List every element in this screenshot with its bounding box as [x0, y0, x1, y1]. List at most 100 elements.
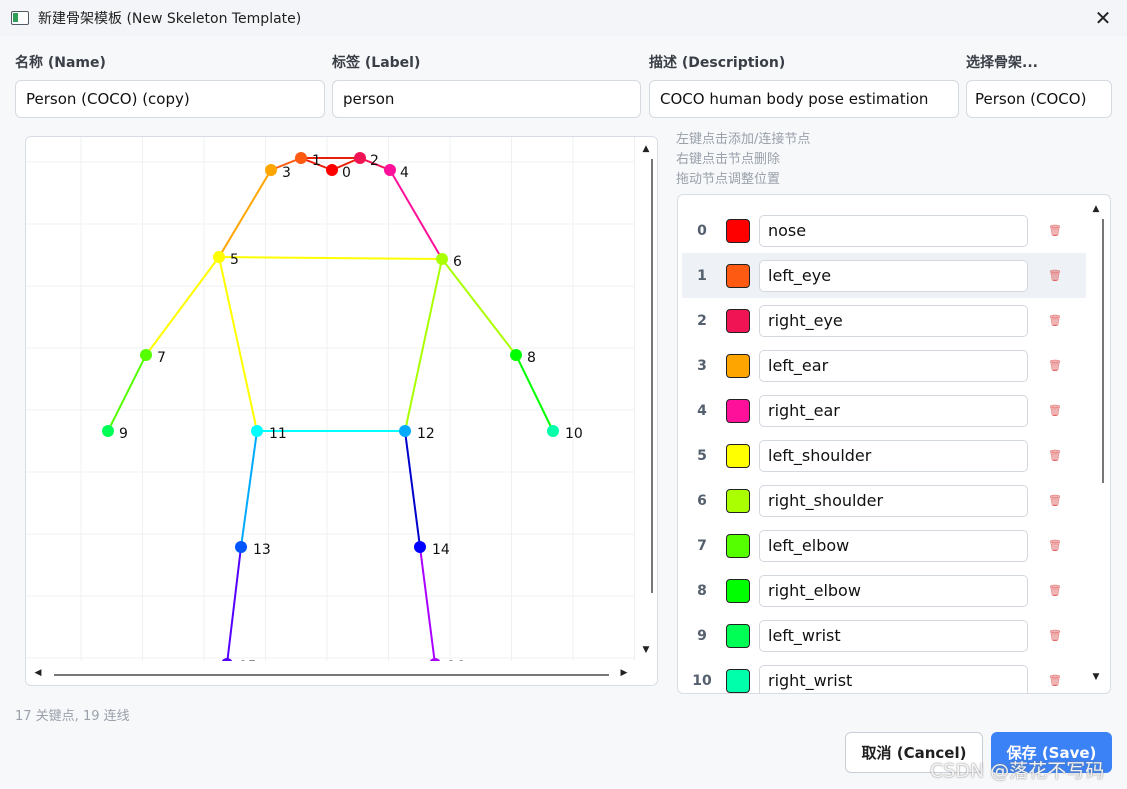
keypoint-row[interactable]: 1 left_eye 🗑: [682, 253, 1086, 298]
delete-icon[interactable]: 🗑: [1048, 584, 1062, 597]
skeleton-edge[interactable]: [441, 258, 517, 356]
skeleton-node[interactable]: [354, 152, 366, 164]
skeleton-node[interactable]: [295, 152, 307, 164]
scroll-up-icon[interactable]: ▲: [1092, 204, 1100, 214]
keypoint-index: 4: [697, 402, 707, 419]
delete-icon[interactable]: 🗑: [1048, 629, 1062, 642]
save-button[interactable]: 保存 (Save): [991, 732, 1112, 773]
skeleton-node[interactable]: [265, 164, 277, 176]
keypoint-row[interactable]: 4 right_ear 🗑: [682, 388, 1086, 433]
delete-icon[interactable]: 🗑: [1048, 359, 1062, 372]
keypoint-list: 0 nose 🗑 1 left_eye 🗑 2 right_eye 🗑 3 left_ear 🗑 4 ri…: [677, 194, 1111, 694]
skeleton-edge[interactable]: [404, 430, 421, 548]
name-field[interactable]: Person (COCO) (copy): [15, 80, 325, 118]
skeleton-node[interactable]: [213, 251, 225, 263]
skeleton-node[interactable]: [414, 541, 426, 553]
skeleton-node[interactable]: [436, 253, 448, 265]
skeleton-node[interactable]: [235, 541, 247, 553]
skeleton-select-label: 选择骨架...: [966, 55, 1038, 71]
keypoint-color-swatch[interactable]: [726, 443, 750, 468]
skeleton-edge[interactable]: [240, 430, 258, 548]
skeleton-edge[interactable]: [419, 546, 436, 663]
keypoint-color-swatch[interactable]: [726, 308, 750, 333]
keypoint-color-swatch[interactable]: [726, 263, 750, 288]
skeleton-edge[interactable]: [218, 169, 272, 258]
keypoint-row[interactable]: 3 left_ear 🗑: [682, 343, 1086, 388]
skeleton-edge[interactable]: [226, 546, 242, 663]
canvas-vertical-scrollbar[interactable]: ▲ ▼: [635, 137, 657, 661]
keypoint-row[interactable]: 5 left_shoulder 🗑: [682, 433, 1086, 478]
keypoint-list-scroll-track[interactable]: [1101, 219, 1104, 483]
keypoint-list-scrollbar[interactable]: ▲ ▼: [1086, 195, 1110, 693]
keypoint-name-input[interactable]: right_shoulder: [759, 484, 1028, 517]
canvas-hscroll-track[interactable]: [54, 673, 609, 676]
description-label: 描述 (Description): [649, 55, 786, 71]
scroll-left-icon[interactable]: ◀: [34, 668, 42, 678]
delete-icon[interactable]: 🗑: [1048, 449, 1062, 462]
skeleton-edge[interactable]: [389, 169, 443, 260]
delete-icon[interactable]: 🗑: [1048, 674, 1062, 687]
skeleton-edge[interactable]: [107, 354, 147, 432]
keypoint-color-swatch[interactable]: [726, 533, 750, 558]
description-field[interactable]: COCO human body pose estimation: [649, 80, 959, 118]
skeleton-edge[interactable]: [218, 256, 443, 260]
keypoint-color-swatch[interactable]: [726, 488, 750, 513]
keypoint-name-input[interactable]: right_ear: [759, 394, 1028, 427]
keypoint-name-input[interactable]: nose: [759, 214, 1028, 247]
keypoint-name-input[interactable]: left_eye: [759, 259, 1028, 292]
keypoint-row[interactable]: 8 right_elbow 🗑: [682, 568, 1086, 613]
scroll-up-icon[interactable]: ▲: [642, 144, 650, 154]
skeleton-select[interactable]: Person (COCO): [966, 80, 1112, 118]
delete-icon[interactable]: 🗑: [1048, 314, 1062, 327]
skeleton-node[interactable]: [102, 425, 114, 437]
label-field[interactable]: person: [332, 80, 641, 118]
skeleton-node[interactable]: [326, 164, 338, 176]
skeleton-edge[interactable]: [404, 258, 443, 432]
canvas-horizontal-scrollbar[interactable]: ◀ ▶: [26, 661, 657, 685]
close-icon[interactable]: ✕: [1094, 6, 1112, 30]
skeleton-node-label: 3: [282, 165, 291, 181]
keypoint-color-swatch[interactable]: [726, 353, 750, 378]
skeleton-node[interactable]: [399, 425, 411, 437]
delete-icon[interactable]: 🗑: [1048, 269, 1062, 282]
delete-icon[interactable]: 🗑: [1048, 224, 1062, 237]
skeleton-node[interactable]: [510, 349, 522, 361]
keypoint-row[interactable]: 7 left_elbow 🗑: [682, 523, 1086, 568]
cancel-button[interactable]: 取消 (Cancel): [845, 732, 983, 773]
skeleton-drawing[interactable]: 012345678910111213141516: [26, 137, 637, 663]
canvas-vscroll-track[interactable]: [650, 159, 653, 593]
keypoint-name-input[interactable]: left_ear: [759, 349, 1028, 382]
skeleton-node[interactable]: [140, 349, 152, 361]
scroll-right-icon[interactable]: ▶: [620, 668, 628, 678]
keypoint-name-input[interactable]: left_elbow: [759, 529, 1028, 562]
scroll-down-icon[interactable]: ▼: [642, 645, 650, 655]
delete-icon[interactable]: 🗑: [1048, 404, 1062, 417]
keypoint-name-input[interactable]: left_wrist: [759, 619, 1028, 652]
keypoint-row[interactable]: 0 nose 🗑: [682, 208, 1086, 253]
skeleton-edge[interactable]: [218, 256, 258, 432]
skeleton-node[interactable]: [384, 164, 396, 176]
keypoint-color-swatch[interactable]: [726, 578, 750, 603]
keypoint-color-swatch[interactable]: [726, 398, 750, 423]
keypoint-name-input[interactable]: right_eye: [759, 304, 1028, 337]
scroll-down-icon[interactable]: ▼: [1092, 672, 1100, 682]
skeleton-edge[interactable]: [515, 354, 554, 432]
keypoint-row[interactable]: 2 right_eye 🗑: [682, 298, 1086, 343]
keypoint-color-swatch[interactable]: [726, 623, 750, 648]
keypoint-name-input[interactable]: right_wrist: [759, 664, 1028, 693]
keypoint-index: 1: [697, 267, 707, 284]
delete-icon[interactable]: 🗑: [1048, 494, 1062, 507]
skeleton-canvas[interactable]: 012345678910111213141516 ▲ ▼ ◀ ▶: [25, 136, 658, 686]
keypoint-row[interactable]: 9 left_wrist 🗑: [682, 613, 1086, 658]
skeleton-edge[interactable]: [145, 256, 220, 356]
skeleton-node[interactable]: [547, 425, 559, 437]
skeleton-node[interactable]: [251, 425, 263, 437]
delete-icon[interactable]: 🗑: [1048, 539, 1062, 552]
skeleton-node-label: 13: [253, 542, 271, 558]
keypoint-color-swatch[interactable]: [726, 218, 750, 243]
keypoint-color-swatch[interactable]: [726, 668, 750, 693]
keypoint-row[interactable]: 10 right_wrist 🗑: [682, 658, 1086, 693]
keypoint-name-input[interactable]: left_shoulder: [759, 439, 1028, 472]
keypoint-name-input[interactable]: right_elbow: [759, 574, 1028, 607]
keypoint-row[interactable]: 6 right_shoulder 🗑: [682, 478, 1086, 523]
